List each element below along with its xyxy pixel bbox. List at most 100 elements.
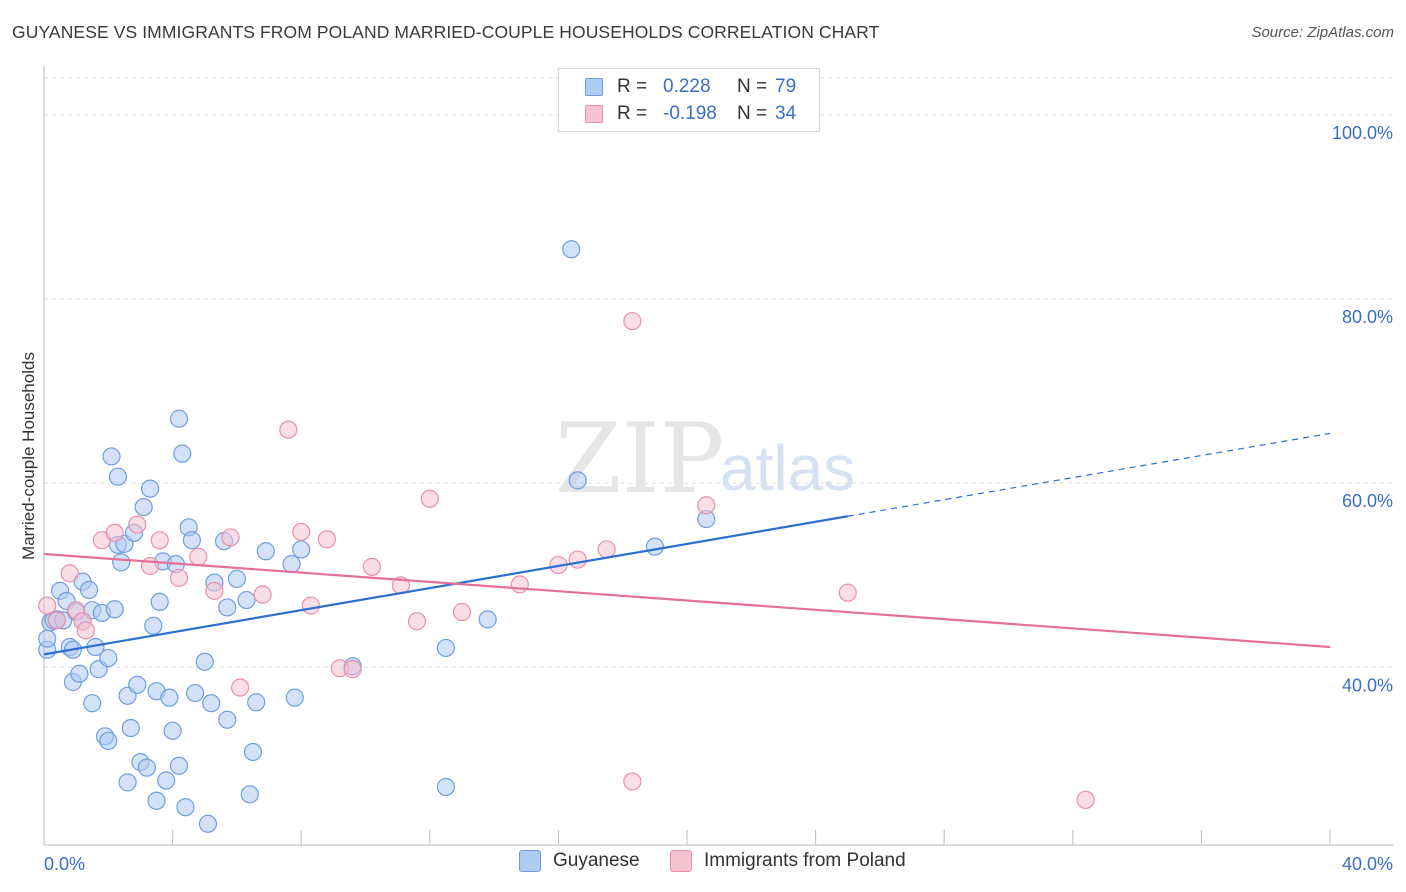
guyanese-point bbox=[568, 471, 587, 490]
guyanese-point bbox=[169, 756, 189, 775]
guyanese-point bbox=[240, 785, 259, 804]
guyanese-point bbox=[218, 598, 237, 617]
guyanese-point bbox=[182, 531, 201, 550]
legend-item-guyanese[interactable]: Guyanese bbox=[519, 850, 640, 872]
poland-point bbox=[452, 602, 472, 622]
watermark-atlas: atlas bbox=[720, 432, 855, 504]
guyanese-point bbox=[645, 537, 664, 556]
guyanese-point bbox=[99, 648, 118, 668]
guyanese-point bbox=[227, 569, 246, 588]
poland-point bbox=[60, 564, 79, 583]
guyanese-point bbox=[237, 590, 256, 610]
poland-point bbox=[128, 515, 147, 534]
guyanese-points bbox=[38, 240, 716, 833]
poland-point bbox=[231, 678, 250, 697]
guyanese-point bbox=[160, 688, 179, 707]
y-tick-label: 100.0% bbox=[1332, 123, 1393, 143]
r-label: R = bbox=[617, 103, 648, 124]
guyanese-point bbox=[102, 447, 121, 466]
poland-legend-swatch bbox=[670, 850, 692, 872]
n-label: N = bbox=[737, 76, 768, 97]
poland-point bbox=[221, 528, 240, 547]
guyanese-point bbox=[83, 694, 102, 713]
poland-point bbox=[205, 581, 224, 600]
guyanese-point bbox=[202, 694, 221, 713]
guyanese-point bbox=[121, 718, 140, 738]
guyanese-point bbox=[282, 555, 301, 574]
guyanese-point bbox=[256, 542, 275, 561]
guyanese-point bbox=[218, 710, 237, 729]
guyanese-point bbox=[79, 580, 99, 600]
guyanese-swatch bbox=[585, 78, 603, 96]
source-label: Source: ZipAtlas.com bbox=[1251, 24, 1394, 41]
axes bbox=[43, 66, 1394, 846]
poland-point bbox=[140, 556, 160, 576]
guyanese-trend-extension bbox=[847, 432, 1331, 517]
guyanese-point bbox=[70, 664, 89, 683]
guyanese-point bbox=[112, 553, 131, 572]
guyanese-point bbox=[247, 693, 266, 712]
y-tick-label: 40.0% bbox=[1342, 675, 1393, 695]
guyanese-point bbox=[105, 600, 124, 619]
poland-point bbox=[420, 489, 439, 508]
legend-row-guyanese: R = 0.228 N = 79 bbox=[585, 75, 796, 99]
legend-row-poland: R = -0.198 N = 34 bbox=[585, 102, 796, 126]
chart-title: GUYANESE VS IMMIGRANTS FROM POLAND MARRI… bbox=[12, 22, 880, 42]
guyanese-point bbox=[173, 444, 192, 463]
y-tick-label: 60.0% bbox=[1342, 491, 1393, 511]
guyanese-point bbox=[128, 675, 147, 694]
guyanese-point bbox=[169, 409, 189, 428]
poland-point bbox=[1076, 790, 1095, 809]
n-value: 79 bbox=[775, 76, 797, 97]
x-tick-label: 40.0% bbox=[1342, 854, 1393, 874]
grid bbox=[44, 77, 1394, 668]
poland-point bbox=[76, 621, 95, 640]
poland-point bbox=[169, 568, 189, 588]
trend-lines bbox=[43, 432, 1331, 656]
poland-point bbox=[317, 530, 337, 549]
guyanese-point bbox=[108, 467, 128, 486]
r-value: 0.228 bbox=[663, 76, 711, 97]
n-value: 34 bbox=[775, 103, 797, 124]
poland-point bbox=[47, 611, 66, 630]
guyanese-trend-line bbox=[43, 515, 848, 656]
guyanese-point bbox=[163, 721, 182, 740]
poland-point bbox=[343, 660, 362, 679]
poland-point bbox=[623, 772, 642, 791]
guyanese-point bbox=[144, 616, 163, 635]
poland-point bbox=[697, 496, 716, 515]
guyanese-point bbox=[134, 497, 153, 517]
guyanese-point bbox=[195, 652, 214, 671]
guyanese-point bbox=[292, 540, 311, 559]
poland-swatch bbox=[585, 105, 603, 123]
guyanese-point bbox=[478, 610, 497, 629]
guyanese-point bbox=[243, 742, 263, 762]
correlation-legend: R = 0.228 N = 79 R = -0.198 N = 34 bbox=[558, 68, 820, 132]
guyanese-point bbox=[38, 629, 57, 648]
poland-point bbox=[510, 575, 529, 594]
guyanese-point bbox=[137, 758, 156, 777]
poland-point bbox=[597, 540, 616, 559]
guyanese-point bbox=[99, 731, 118, 751]
poland-point bbox=[105, 523, 124, 542]
poland-trend-line bbox=[43, 552, 1331, 649]
poland-point bbox=[301, 596, 320, 615]
guyanese-point bbox=[176, 798, 195, 817]
guyanese-point bbox=[285, 688, 304, 707]
legend-item-poland[interactable]: Immigrants from Poland bbox=[670, 850, 906, 872]
guyanese-point bbox=[150, 592, 169, 611]
poland-point bbox=[38, 596, 57, 615]
guyanese-point bbox=[562, 240, 581, 259]
poland-point bbox=[292, 522, 311, 542]
guyanese-point bbox=[140, 479, 160, 498]
poland-point bbox=[838, 583, 857, 602]
guyanese-point bbox=[118, 773, 137, 792]
guyanese-point bbox=[198, 814, 218, 833]
poland-point bbox=[362, 557, 382, 577]
x-tick-label: 0.0% bbox=[44, 854, 85, 874]
watermark-zip: ZIP bbox=[555, 403, 724, 515]
watermark: ZIP atlas bbox=[555, 403, 855, 515]
n-label: N = bbox=[737, 103, 768, 124]
r-value: -0.198 bbox=[663, 103, 717, 124]
